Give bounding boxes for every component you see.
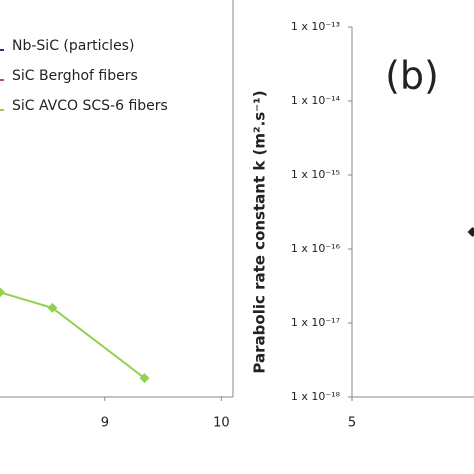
legend-label: SiC AVCO SCS-6 fibers xyxy=(12,98,168,114)
plot-area xyxy=(0,287,150,384)
data-point xyxy=(47,302,58,313)
x-tick-label: 9 xyxy=(101,416,109,431)
panel-label: (b) xyxy=(385,54,439,98)
y-axis-label: Parabolic rate constant k (m².s⁻¹) xyxy=(251,90,269,373)
y-tick-label: 1 x 10⁻¹³ xyxy=(291,20,340,33)
x-tick-label: 5 xyxy=(348,416,356,431)
y-tick-label: 1 x 10⁻¹⁴ xyxy=(291,94,341,107)
y-tick-label: 1 x 10⁻¹⁸ xyxy=(291,390,341,403)
data-point xyxy=(0,287,5,298)
x-tick-label: 10 xyxy=(213,416,230,431)
legend-label: SiC Berghof fibers xyxy=(12,68,138,84)
data-point xyxy=(139,373,150,384)
series-line xyxy=(0,291,146,379)
plot-area xyxy=(467,226,474,237)
y-tick-label: 1 x 10⁻¹⁵ xyxy=(291,168,340,181)
data-point xyxy=(467,226,474,237)
y-tick-label: 1 x 10⁻¹⁶ xyxy=(291,242,341,255)
y-tick-label: 1 x 10⁻¹⁷ xyxy=(291,316,340,329)
legend-label: Nb-SiC (particles) xyxy=(12,38,134,54)
